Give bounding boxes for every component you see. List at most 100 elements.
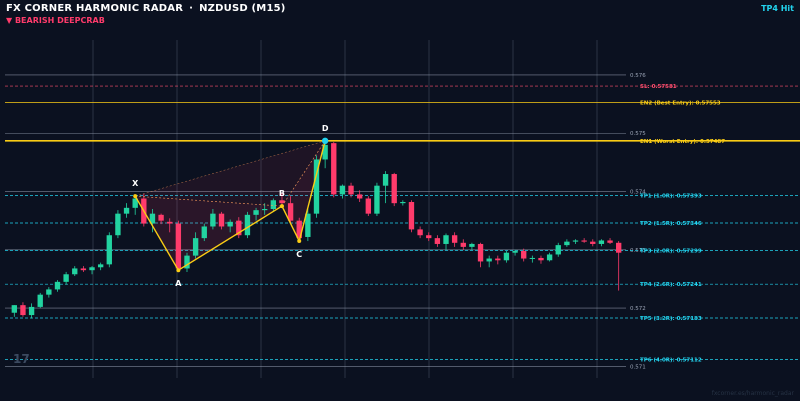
- pattern-point-D: [321, 137, 329, 145]
- candle-body: [97, 264, 104, 268]
- candle-body: [426, 235, 432, 239]
- level-label-tp: TP3 (2.0R): 0.57299: [640, 248, 702, 254]
- candle-body: [210, 213, 216, 227]
- grid: [92, 40, 598, 378]
- footer-credit: fxcorner.es/harmonic_radar: [711, 390, 794, 397]
- candle-body: [89, 267, 95, 271]
- level-label-tp: TP2 (1.5R): 0.57346: [640, 221, 702, 227]
- candle-body: [72, 268, 78, 275]
- candle-body: [46, 289, 52, 295]
- candle-body: [400, 202, 406, 204]
- candle-body: [158, 214, 164, 221]
- pattern-point-B: [279, 204, 284, 209]
- candle-body: [616, 242, 622, 253]
- candle-body: [572, 240, 579, 242]
- pattern-point-X: [133, 194, 138, 199]
- pattern-diag-XD: [135, 140, 326, 197]
- candle-body: [80, 268, 87, 271]
- y-tick-label: 0.576: [630, 73, 646, 79]
- pattern-point-A: [176, 268, 181, 273]
- symbol-text: NZDUSD (M15): [199, 3, 286, 14]
- level-label-entry: EN2 (Best Entry): 0.57553: [640, 100, 721, 106]
- candle-body: [270, 200, 277, 209]
- candle-body: [521, 250, 527, 259]
- status-badge: TP4 Hit: [761, 4, 794, 13]
- pattern-leg-AB: [177, 205, 283, 271]
- title-separator: ·: [189, 3, 194, 14]
- pattern-badge: ▼ BEARISH DEEPCRAB: [6, 16, 105, 25]
- candle-body: [538, 257, 544, 261]
- pattern-leg-XA: [134, 195, 179, 271]
- candle-body: [132, 198, 138, 208]
- candle-body: [106, 235, 112, 265]
- candle-body: [313, 159, 320, 214]
- candle-body: [365, 198, 371, 214]
- pattern-triangle-xab: [135, 196, 282, 271]
- candle-body: [305, 213, 311, 237]
- candle-body: [469, 243, 475, 247]
- title-text: FX CORNER HARMONIC RADAR: [6, 3, 184, 14]
- candle-body: [348, 185, 354, 195]
- candle-body: [434, 238, 441, 244]
- pattern-point-C: [297, 239, 302, 244]
- y-tick-label: 0.571: [630, 364, 646, 370]
- candle-body: [287, 203, 294, 221]
- candle-body: [296, 220, 302, 239]
- pattern-diag-BD: [281, 140, 326, 207]
- watermark-logo: 17: [13, 352, 30, 366]
- candle-body: [495, 258, 501, 261]
- candle-body: [486, 258, 492, 262]
- candle-body: [339, 185, 346, 195]
- y-axis-ticks: 0.571 0.572 0.573 0.574 0.575 0.576: [5, 73, 646, 370]
- candle-body: [331, 143, 337, 195]
- candle-body: [28, 306, 35, 316]
- candle-body: [11, 305, 17, 313]
- pattern-label-A: A: [175, 279, 182, 288]
- trade-levels: SL: 0.57581 EN2 (Best Entry): 0.57553 EN1 …: [5, 84, 800, 363]
- candle-body: [598, 240, 605, 244]
- y-tick-label: 0.574: [630, 190, 646, 196]
- level-label-tp: TP4 (2.6R): 0.57241: [640, 282, 702, 288]
- candle-body: [564, 241, 570, 246]
- chart-title: FX CORNER HARMONIC RADAR · NZDUSD (M15): [6, 3, 286, 14]
- level-label-tp: TP6 (4.0R): 0.57112: [640, 357, 702, 363]
- y-tick-label: 0.573: [630, 248, 646, 254]
- candles: [11, 140, 622, 319]
- pattern-label-D: D: [322, 124, 329, 133]
- candle-body: [253, 210, 259, 215]
- pattern-triangle-xbd: [135, 140, 326, 207]
- candle-body: [417, 229, 423, 236]
- candle-body: [175, 223, 182, 269]
- candle-body: [184, 255, 190, 269]
- candle-body: [503, 252, 510, 261]
- candle-body: [115, 213, 121, 236]
- candle-body: [460, 242, 466, 247]
- candle-body: [63, 274, 69, 282]
- candle-body: [356, 194, 363, 199]
- candle-body: [262, 209, 268, 211]
- candle-body: [236, 220, 242, 236]
- harmonic-pattern: X A B C D: [132, 124, 329, 288]
- candle-body: [192, 238, 199, 256]
- level-label-tp: TP1 (1.0R): 0.57393: [640, 194, 702, 200]
- candle-body: [581, 240, 587, 242]
- pattern-leg-CD: [298, 140, 326, 242]
- candle-body: [149, 213, 156, 224]
- candle-body: [607, 240, 613, 243]
- pattern-diag-XB: [135, 195, 282, 207]
- y-tick-label: 0.575: [630, 131, 646, 137]
- candle-body: [443, 235, 449, 244]
- candle-body: [123, 207, 130, 214]
- candle-body: [201, 226, 207, 239]
- candle-body: [408, 202, 415, 230]
- candle-body: [391, 174, 397, 204]
- candle-body: [218, 213, 225, 227]
- candle-body: [279, 200, 285, 204]
- candle-body: [374, 185, 380, 214]
- candle-body: [244, 214, 251, 236]
- candle-body: [54, 281, 61, 290]
- level-label-sl: SL: 0.57581: [640, 84, 677, 90]
- y-tick-label: 0.572: [630, 306, 646, 312]
- candle-body: [167, 221, 173, 224]
